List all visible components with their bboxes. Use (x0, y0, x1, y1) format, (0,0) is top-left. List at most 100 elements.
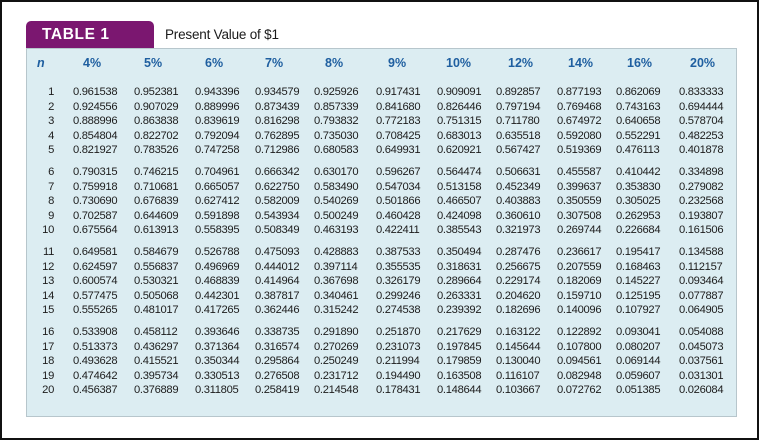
header-col: 4% (83, 56, 102, 70)
table-cell: 0.295864 (255, 355, 300, 367)
table-cell: 0.543934 (255, 209, 300, 222)
table-cell: 0.353830 (616, 180, 661, 193)
table-cell: 0.482253 (679, 129, 724, 142)
table-cell: 0.318631 (437, 260, 482, 273)
table-cell: 0.387533 (376, 246, 421, 258)
table-cell: 0.182069 (557, 275, 602, 287)
table-cell: 0.854804 (73, 129, 118, 142)
table-cell: 0.816298 (255, 115, 300, 127)
table-cell: 0.403883 (496, 195, 541, 207)
table-cell: 0.051385 (616, 384, 661, 396)
header-col: 6% (205, 56, 224, 70)
table-cell: 0.442301 (195, 289, 240, 302)
table-cell: 0.735030 (314, 129, 359, 142)
table-cell: 0.481017 (134, 304, 179, 316)
table-cell: 0.231712 (314, 369, 359, 382)
table-cell: 0.397114 (314, 260, 358, 273)
table-cell: 0.289664 (437, 275, 482, 287)
table-cell: 0.772183 (376, 115, 421, 127)
table-cell: 0.474642 (73, 369, 118, 382)
table-cell: 0.961538 (73, 86, 118, 98)
table-cell: 0.674972 (557, 115, 602, 127)
table-cell: 0.624597 (73, 260, 118, 273)
table-cell: 0.355535 (376, 260, 421, 273)
table-cell: 0.269744 (557, 224, 602, 236)
table-cell: 0.909091 (437, 86, 482, 98)
row-period-n: 14 (42, 289, 54, 302)
table-cell: 0.530321 (134, 275, 179, 287)
table-cell: 0.414964 (255, 275, 300, 287)
table-cell: 0.340461 (314, 289, 359, 302)
table-cell: 0.077887 (679, 289, 724, 302)
table-cell: 0.712986 (255, 144, 300, 156)
table-cell: 0.702587 (73, 209, 118, 222)
table-cell: 0.093041 (616, 326, 661, 338)
table-cell: 0.833333 (679, 86, 724, 98)
table-cell: 0.197845 (437, 340, 482, 353)
table-cell: 0.640658 (616, 115, 661, 127)
table-cell: 0.751315 (437, 115, 482, 127)
table-cell: 0.299246 (376, 289, 421, 302)
table-cell: 0.730690 (73, 195, 118, 207)
table-cell: 0.270269 (314, 340, 359, 353)
table-cell: 0.232568 (679, 195, 724, 207)
table-number-tab: TABLE 1 (26, 21, 154, 48)
table-cell: 0.747258 (195, 144, 240, 156)
table-cell: 0.350494 (437, 246, 482, 258)
table-row: 19 0.474642 0.395734 0.330513 0.276508 0.2317… (27, 370, 736, 383)
table-cell: 0.362446 (255, 304, 300, 316)
table-cell: 0.917431 (376, 86, 421, 98)
table-row: 20 0.456387 0.376889 0.311805 0.258419 0.2145… (27, 384, 736, 397)
table-cell: 0.350559 (557, 195, 602, 207)
table-cell: 0.279082 (679, 180, 724, 193)
table-cell: 0.505068 (134, 289, 179, 302)
table-cell: 0.112157 (679, 260, 723, 273)
table-cell: 0.622750 (255, 180, 300, 193)
table-row: 16 0.533908 0.458112 0.393646 0.338735 0.2918… (27, 326, 736, 339)
table-cell: 0.194490 (376, 369, 421, 382)
table-row: 4 0.854804 0.822702 0.792094 0.762895 0.73503… (27, 130, 736, 143)
table-cell: 0.195417 (616, 246, 661, 258)
table-cell: 0.026084 (679, 384, 724, 396)
table-cell: 0.583490 (314, 180, 359, 193)
table-cell: 0.708425 (376, 129, 421, 142)
table-cell: 0.204620 (496, 289, 541, 302)
row-period-n: 7 (48, 180, 54, 193)
table-cell: 0.500249 (314, 209, 359, 222)
table-cell: 0.613913 (134, 224, 179, 236)
table-cell: 0.793832 (314, 115, 359, 127)
table-cell: 0.082948 (557, 369, 602, 382)
row-period-n: 1 (48, 86, 54, 98)
table-row: 5 0.821927 0.783526 0.747258 0.712986 0.68058… (27, 144, 736, 157)
table-cell: 0.263331 (437, 289, 482, 302)
header-col: 5% (144, 56, 163, 70)
table-cell: 0.790315 (73, 166, 118, 178)
present-value-table: n 4% 5% 6% 7% 8% 9% 10% 12% 14% 16% 20% … (26, 48, 737, 417)
table-cell: 0.620921 (437, 144, 482, 156)
table-cell: 0.555265 (73, 304, 118, 316)
header-col: 20% (690, 56, 716, 70)
table-cell: 0.552291 (616, 129, 661, 142)
table-cell: 0.428883 (314, 246, 359, 258)
table-cell: 0.330513 (195, 369, 240, 382)
row-period-n: 13 (42, 275, 54, 287)
header-col: 14% (568, 56, 594, 70)
row-period-n: 18 (42, 355, 54, 367)
table-cell: 0.231073 (376, 340, 421, 353)
table-cell: 0.556837 (134, 260, 179, 273)
table-cell: 0.064905 (679, 304, 724, 316)
table-cell: 0.468839 (195, 275, 240, 287)
table-cell: 0.463193 (314, 224, 359, 236)
table-cell: 0.783526 (134, 144, 179, 156)
table-cell: 0.315242 (314, 304, 359, 316)
table-cell: 0.360610 (496, 209, 541, 222)
table-cell: 0.159710 (557, 289, 602, 302)
table-cell: 0.759918 (73, 180, 118, 193)
table-cell: 0.493628 (73, 355, 118, 367)
table-cell: 0.892857 (496, 86, 541, 98)
table-cell: 0.711780 (496, 115, 540, 127)
row-period-n: 2 (48, 100, 54, 113)
table-cell: 0.649931 (376, 144, 421, 156)
table-cell: 0.952381 (134, 86, 179, 98)
table-cell: 0.307508 (557, 209, 602, 222)
